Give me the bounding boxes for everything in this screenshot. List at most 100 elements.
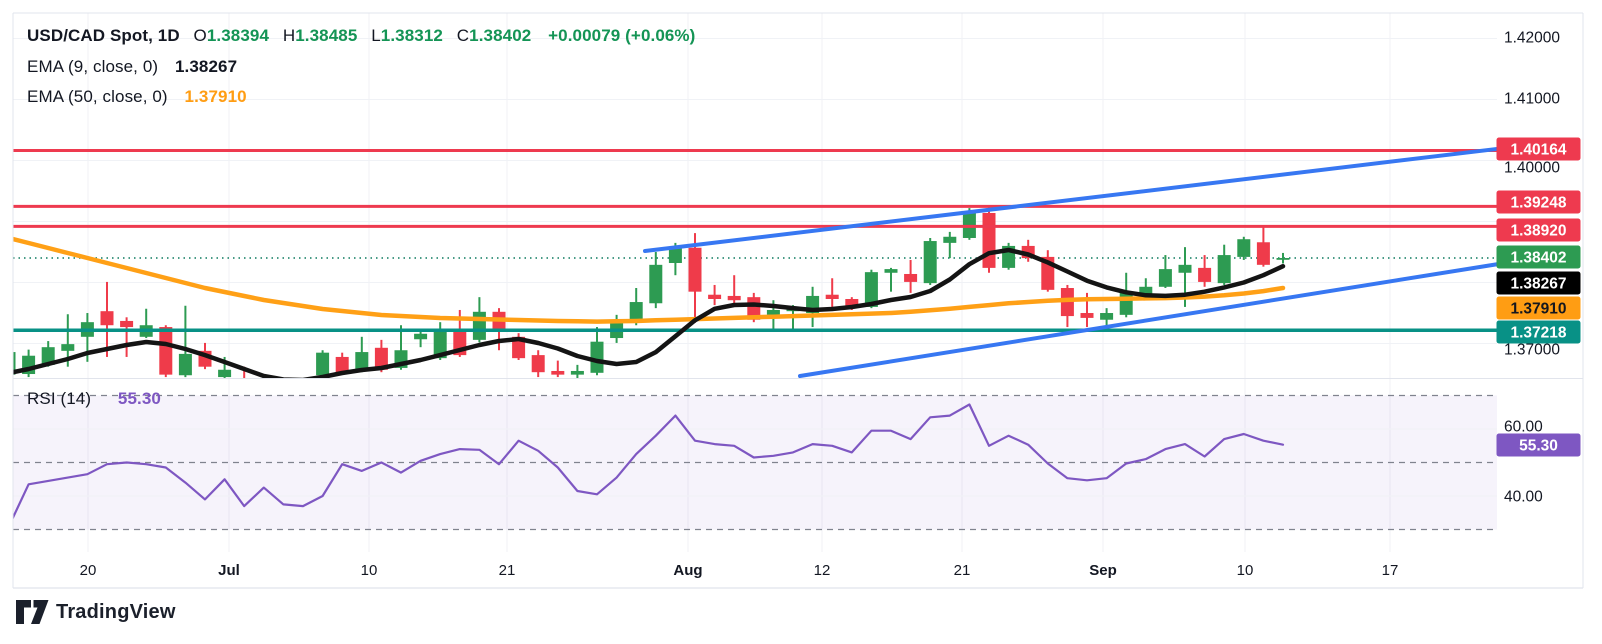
candle-body	[100, 311, 114, 326]
svg-text:Jul: Jul	[218, 562, 240, 579]
support-badge	[1496, 320, 1581, 344]
candle-body	[13, 352, 16, 375]
candle-body	[864, 272, 878, 307]
candle-body	[668, 247, 682, 264]
candle-body	[570, 370, 584, 375]
rsi-label: RSI (14)	[27, 389, 92, 408]
candle-body	[825, 294, 839, 299]
open-value: O1.38394	[193, 26, 270, 45]
candle-body	[238, 378, 251, 394]
svg-text:60.00: 60.00	[1504, 419, 1543, 436]
rsi-value-badge	[1496, 433, 1581, 457]
candle-body	[178, 353, 192, 376]
candle-body	[904, 273, 918, 282]
ema50-value-badge	[1496, 296, 1581, 320]
tradingview-logo[interactable]: TradingView	[16, 599, 176, 625]
candle-body	[845, 298, 859, 307]
candle-body	[1198, 267, 1212, 282]
svg-text:1.40164: 1.40164	[1510, 142, 1566, 159]
horizontal-level-lines[interactable]	[13, 149, 1497, 332]
svg-text:20: 20	[80, 562, 97, 579]
candle-body	[531, 355, 545, 373]
svg-text:12: 12	[814, 562, 831, 579]
svg-text:Sep: Sep	[1089, 562, 1117, 579]
ema50-label: EMA (50, close, 0)	[27, 87, 168, 106]
ascending-channel-lower	[798, 262, 1499, 379]
candle-body	[1158, 269, 1172, 287]
resistance-badge-1	[1496, 137, 1581, 161]
change-value: +0.00079 (+0.06%)	[548, 26, 696, 45]
candle-body	[923, 241, 937, 284]
candle-body	[649, 264, 663, 304]
ema9-label: EMA (9, close, 0)	[27, 57, 159, 76]
candle-body	[590, 341, 604, 373]
svg-text:21: 21	[954, 562, 971, 579]
ema50-line	[13, 236, 1286, 324]
candle-body	[766, 309, 780, 315]
svg-text:1.40000: 1.40000	[1504, 160, 1560, 177]
candle-body	[1256, 242, 1270, 265]
svg-text:1.39248: 1.39248	[1510, 195, 1566, 212]
candle-body	[1178, 264, 1192, 273]
ema50-legend-row[interactable]: EMA (50, close, 0) 1.37910	[27, 87, 247, 107]
svg-text:55.30: 55.30	[1519, 438, 1558, 455]
symbol-legend-row[interactable]: USD/CAD Spot, 1D O1.38394 H1.38485 L1.38…	[27, 26, 695, 46]
candle-body	[708, 294, 722, 299]
rsi-legend-row[interactable]: RSI (14) 55.30	[27, 389, 161, 409]
candle-body	[159, 327, 173, 375]
candle-body	[335, 356, 349, 373]
svg-text:40.00: 40.00	[1504, 489, 1543, 506]
rsi-value: 55.30	[117, 389, 161, 408]
svg-text:1.42000: 1.42000	[1504, 30, 1560, 47]
candle-body	[884, 269, 898, 273]
candle-body	[414, 333, 428, 340]
resistance-badge-3	[1496, 218, 1581, 242]
svg-text:21: 21	[499, 562, 516, 579]
low-value: L1.38312	[371, 26, 443, 45]
candle-body	[1276, 258, 1290, 260]
candle-body	[433, 330, 447, 359]
price-axis[interactable]: 1.42000 1.41000 1.40000 1.37000 60.00 40.00 1.…	[1496, 30, 1581, 506]
high-value: H1.38485	[282, 26, 358, 45]
trendlines[interactable]	[643, 146, 1499, 379]
candle-body	[355, 352, 369, 370]
candle-body	[551, 370, 565, 375]
svg-text:1.37910: 1.37910	[1510, 301, 1566, 318]
candle-body	[727, 295, 741, 301]
svg-text:17: 17	[1382, 562, 1399, 579]
close-value: C1.38402	[456, 26, 532, 45]
rsi-pane	[13, 394, 1497, 531]
candle-body	[1080, 313, 1094, 318]
last-price-badge	[1496, 245, 1581, 269]
candle-body	[374, 347, 388, 370]
candle-body	[1237, 239, 1251, 257]
candle-body	[629, 302, 643, 323]
ema50-value: 1.37910	[184, 87, 247, 106]
ema9-legend-row[interactable]: EMA (9, close, 0) 1.38267	[27, 57, 237, 77]
ema-lines	[13, 236, 1286, 378]
pane-borders	[12, 12, 1584, 589]
svg-text:1.41000: 1.41000	[1504, 91, 1560, 108]
candle-body	[120, 320, 134, 328]
time-axis[interactable]: 20 Jul 10 21 Aug 12 21 Sep 10 17	[80, 562, 1399, 579]
candle-body	[1217, 255, 1231, 284]
candle-body	[277, 389, 290, 392]
svg-text:Aug: Aug	[673, 562, 702, 579]
candle-body	[316, 352, 330, 376]
tradingview-logo-icon	[16, 600, 49, 624]
candle-body	[1100, 313, 1114, 320]
ascending-channel-upper	[643, 146, 1499, 253]
ema9-line	[13, 247, 1286, 378]
resistance-badge-2	[1496, 190, 1581, 214]
svg-text:1.37000: 1.37000	[1504, 342, 1560, 359]
candles-layer	[13, 206, 1290, 394]
tradingview-logo-text: TradingView	[56, 600, 176, 623]
candle-body	[41, 347, 55, 365]
candle-body	[218, 369, 232, 378]
candle-body	[492, 311, 506, 332]
ema9-value: 1.38267	[174, 57, 238, 76]
svg-text:1.38267: 1.38267	[1510, 276, 1566, 293]
candle-body	[982, 212, 996, 268]
